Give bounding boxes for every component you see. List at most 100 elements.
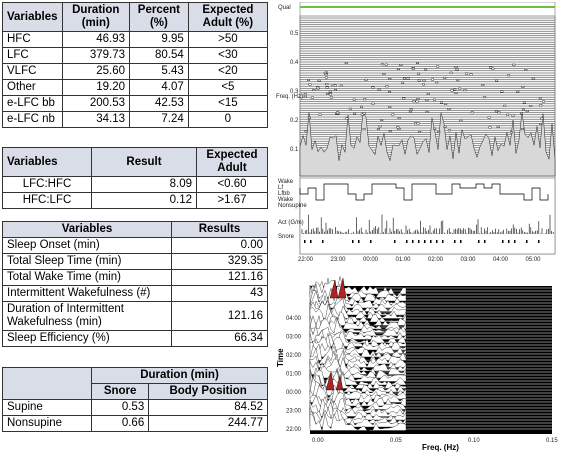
variable-cell: Other — [2, 79, 63, 96]
red-peak — [337, 277, 347, 299]
col-results: Results — [171, 221, 268, 238]
col-percent: Percent (%) — [129, 2, 189, 32]
table-row: LFC:HFC 8.09 <0.60 — [2, 176, 268, 193]
snore-cell: 0.53 — [90, 399, 150, 416]
table-row: e-LFC bb 200.53 42.53 <15 — [2, 95, 269, 112]
freq-tick-label: 0.05 — [390, 438, 402, 444]
variable-cell: Total Wake Time (min) — [2, 269, 172, 286]
col-snore: Snore — [90, 383, 150, 400]
freq-axis-label: Freq. (Hz) — [276, 94, 303, 100]
body-position-cell: 244.77 — [148, 415, 268, 432]
stage-label: Lf — [278, 185, 283, 191]
result-cell: 0.12 — [91, 192, 197, 209]
sleep-stage-trace — [299, 183, 549, 201]
red-peak — [325, 371, 335, 391]
freq-tick-label: 0.4 — [290, 60, 299, 66]
cardiopulmonary-spectrogram: Qual Freq. (Hz) 0.50.40.30.20.1 WakeLfLf… — [276, 2, 556, 263]
freq-tick-label: 0.10 — [468, 438, 480, 444]
table-row: VLFC 25.60 5.43 <20 — [2, 63, 269, 80]
col-variables: Variables — [2, 221, 172, 238]
snore-label: Snore — [278, 234, 295, 240]
time-tick-label: 04:00 — [286, 316, 302, 322]
result-cell: 66.34 — [171, 330, 268, 347]
variable-cell: HFC:LFC — [2, 192, 92, 209]
col-variables: Variables — [2, 2, 63, 32]
duration-cell: 25.60 — [61, 63, 131, 80]
table-row: HFC 46.93 9.95 >50 — [2, 31, 269, 48]
position-cell: Nonsupine — [2, 415, 92, 432]
ratio-table: Variables Result Expected Adult LFC:HFC 8… — [2, 147, 268, 209]
waterfall-plot: 04:00 03:00 02:00 01:00 00:00 23:00 22:00 0.00… — [276, 276, 558, 452]
expected-cell: <30 — [187, 47, 269, 64]
red-peak — [329, 279, 339, 299]
time-tick-label: 23:00 — [286, 409, 302, 415]
col-result: Result — [91, 147, 197, 177]
expected-cell: <15 — [187, 95, 269, 112]
freq-tick-label: 0.1 — [290, 147, 299, 153]
table-row: Sleep Efficiency (%) 66.34 — [2, 330, 268, 347]
result-cell: 121.16 — [171, 269, 268, 286]
table-row: HFC:LFC 0.12 >1.67 — [2, 192, 268, 209]
time-tick-label: 00:00 — [363, 257, 379, 263]
time-tick-label: 03:00 — [461, 257, 477, 263]
col-expected-adult: Expected Adult (%) — [187, 2, 269, 32]
expected-cell: <5 — [187, 79, 269, 96]
table-row: Intermittent Wakefulness (#) 43 — [2, 285, 268, 302]
variable-cell: LFC — [2, 47, 63, 64]
freq-tick-label: 0.3 — [290, 89, 299, 95]
qual-label: Qual — [278, 5, 291, 11]
variable-cell: Duration of Intermittent Wakefulness (mi… — [2, 301, 172, 331]
stage-label: Wake — [278, 179, 294, 185]
time-tick-label: 05:00 — [526, 257, 542, 263]
duration-cell: 200.53 — [61, 95, 131, 112]
table-row: LFC 379.73 80.54 <30 — [2, 47, 269, 64]
expected-cell: <0.60 — [196, 176, 268, 193]
stage-label: Wake — [278, 197, 294, 203]
time-tick-label: 22:00 — [298, 257, 314, 263]
col-variables: Variables — [2, 147, 92, 177]
position-cell: Supine — [2, 399, 92, 416]
result-cell: 43 — [171, 285, 268, 302]
col-duration: Duration (min) — [61, 2, 131, 32]
duration-group-header: Duration (min) — [91, 367, 268, 384]
expected-cell: >50 — [187, 31, 269, 48]
percent-cell: 7.24 — [129, 111, 189, 128]
freq-tick-label: 0.2 — [290, 118, 299, 124]
time-tick-label: 00:00 — [286, 390, 302, 396]
freq-axis-label: Freq. (Hz) — [422, 443, 459, 452]
table-row: Sleep Onset (min) 0.00 — [2, 237, 268, 254]
time-tick-label: 02:00 — [286, 353, 302, 359]
table-row: Supine 0.53 84.52 — [2, 399, 268, 416]
sleep-table: Variables Results Sleep Onset (min) 0.00 T… — [2, 221, 268, 347]
stage-label: Nonsupine — [278, 203, 307, 209]
time-tick-label: 04:00 — [493, 257, 509, 263]
variable-cell: Intermittent Wakefulness (#) — [2, 285, 172, 302]
frequency-table: Variables Duration (min) Percent (%) Exp… — [2, 2, 269, 128]
percent-cell: 42.53 — [129, 95, 189, 112]
variable-cell: VLFC — [2, 63, 63, 80]
table-row: e-LFC nb 34.13 7.24 0 — [2, 111, 269, 128]
variable-cell: Sleep Efficiency (%) — [2, 330, 172, 347]
table-row: Other 19.20 4.07 <5 — [2, 79, 269, 96]
duration-cell: 34.13 — [61, 111, 131, 128]
freq-tick-label: 0.00 — [312, 438, 324, 444]
act-label: Act (G/m) — [278, 220, 304, 226]
time-tick-label: 02:00 — [428, 257, 444, 263]
time-tick-label: 01:00 — [286, 372, 302, 378]
result-cell: 0.00 — [171, 237, 268, 254]
percent-cell: 9.95 — [129, 31, 189, 48]
variable-cell: e-LFC bb — [2, 95, 63, 112]
col-expected-adult: Expected Adult — [196, 147, 268, 177]
duration-cell: 19.20 — [61, 79, 131, 96]
variable-cell: e-LFC nb — [2, 111, 63, 128]
col-body-position: Body Position — [148, 383, 268, 400]
duration-cell: 46.93 — [61, 31, 131, 48]
expected-cell: 0 — [187, 111, 269, 128]
table-row: Total Wake Time (min) 121.16 — [2, 269, 268, 286]
red-peak — [335, 375, 344, 391]
expected-cell: >1.67 — [196, 192, 268, 209]
result-cell: 121.16 — [171, 301, 268, 331]
result-cell: 8.09 — [91, 176, 197, 193]
time-axis-label: Time — [276, 348, 285, 367]
time-tick-label: 22:00 — [286, 427, 302, 433]
